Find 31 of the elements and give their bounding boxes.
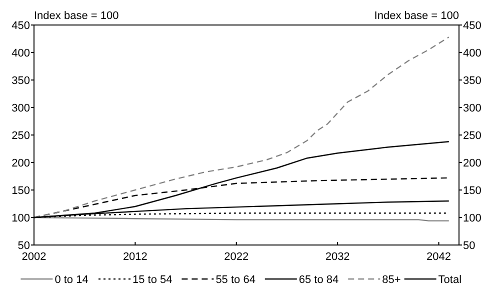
y2-tick-label: 50 — [463, 240, 476, 252]
y-tick-label: 100 — [12, 212, 30, 224]
y-tick-label: 50 — [18, 240, 30, 252]
x-tick-label: 2032 — [325, 251, 350, 263]
legend-label: 15 to 54 — [132, 274, 172, 286]
x-tick-label: 2002 — [22, 251, 46, 263]
legend-label: 0 to 14 — [54, 274, 88, 286]
legend-label: Total — [438, 274, 462, 286]
y-tick-label: 450 — [12, 20, 30, 32]
legend-label: 85+ — [382, 274, 401, 286]
x-tick-label: 2022 — [224, 251, 249, 263]
y2-tick-label: 150 — [463, 185, 482, 197]
y2-tick-label: 400 — [463, 48, 482, 60]
y-tick-label: 150 — [12, 185, 30, 197]
legend-label: 65 to 84 — [298, 274, 339, 286]
y2-tick-label: 450 — [463, 20, 482, 32]
y-tick-label: 250 — [12, 130, 30, 142]
y2-tick-label: 200 — [463, 158, 482, 170]
x-tick-label: 2012 — [122, 251, 148, 263]
y2-axis-title: Index base = 100 — [374, 10, 459, 22]
legend-label: 55 to 64 — [216, 274, 256, 286]
x-tick-label: 2042 — [426, 251, 452, 263]
y-tick-label: 200 — [12, 158, 30, 170]
y-tick-label: 300 — [12, 102, 30, 114]
y2-tick-label: 350 — [463, 75, 482, 87]
y2-tick-label: 250 — [463, 130, 482, 142]
y-tick-label: 400 — [12, 48, 30, 60]
y-axis-title: Index base = 100 — [34, 10, 119, 22]
y-tick-label: 350 — [12, 75, 30, 87]
y2-tick-label: 100 — [463, 212, 482, 224]
y2-tick-label: 300 — [463, 102, 482, 114]
